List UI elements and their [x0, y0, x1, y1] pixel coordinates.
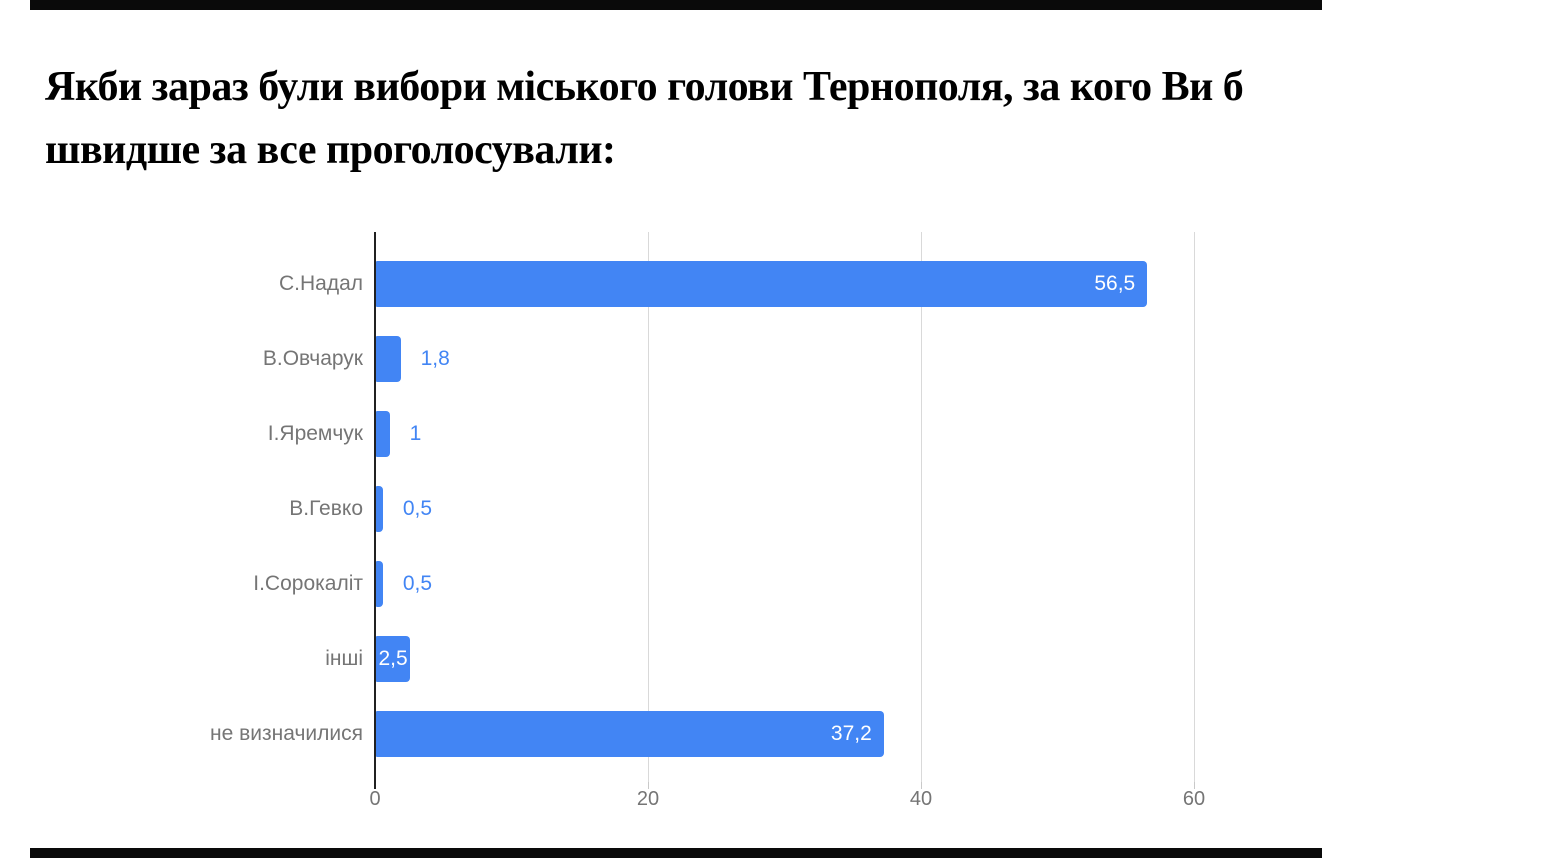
category-label: не визначилися: [210, 722, 363, 745]
bar-value-label: 0,5: [402, 497, 433, 520]
cropped-text-strip-bottom: [30, 848, 1322, 858]
bar-value-label: 1: [409, 422, 422, 445]
gridline: [921, 232, 922, 782]
category-label: І.Сорокаліт: [253, 572, 363, 595]
bar: [376, 411, 390, 457]
bar: [376, 636, 411, 682]
category-label: І.Яремчук: [267, 422, 363, 445]
gridline: [648, 232, 649, 782]
bar: [376, 561, 383, 607]
bar: [376, 261, 1148, 307]
axis-tick: [648, 782, 649, 789]
x-tick-label: 60: [1182, 788, 1206, 810]
category-label: В.Гевко: [289, 497, 363, 520]
chart-title: Якби зараз були вибори міського голови Т…: [45, 56, 1465, 182]
bar: [376, 711, 884, 757]
bar-value-label: 1,8: [420, 347, 450, 370]
bar-value-label: 37,2: [830, 722, 872, 745]
bar: [376, 486, 383, 532]
category-label: В.Овчарук: [262, 347, 363, 370]
bar-value-label: 0,5: [402, 572, 433, 595]
category-label: інші: [325, 647, 363, 670]
chart-title-line2: швидше за все проголосували:: [45, 127, 616, 173]
cropped-text-strip-top: [30, 0, 1322, 10]
bar: [376, 336, 401, 382]
x-tick-label: 20: [636, 788, 660, 810]
x-tick-label: 0: [369, 788, 381, 810]
gridline: [1194, 232, 1195, 782]
axis-tick: [921, 782, 922, 789]
y-axis-baseline: [374, 232, 376, 789]
axis-tick: [1194, 782, 1195, 789]
chart-title-line1: Якби зараз були вибори міського голови Т…: [45, 64, 1244, 110]
x-tick-label: 40: [909, 788, 933, 810]
category-label: С.Надал: [278, 272, 363, 295]
bar-value-label: 56,5: [1094, 272, 1136, 295]
bar-value-label: 2,5: [378, 647, 408, 670]
